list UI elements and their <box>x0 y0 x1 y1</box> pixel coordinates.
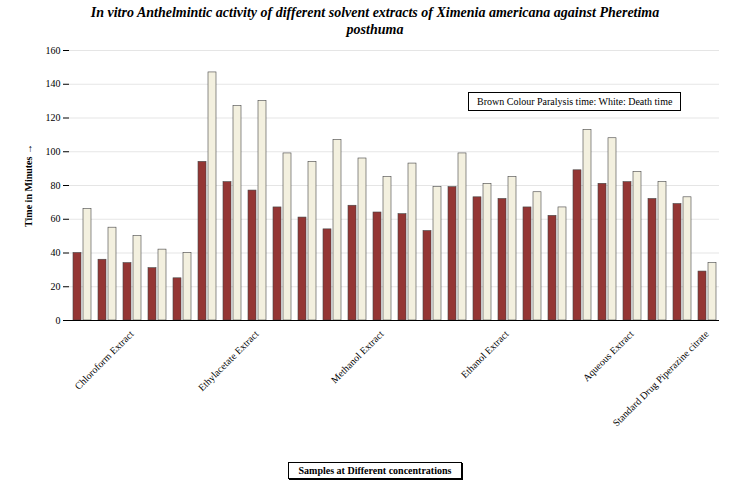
svg-text:80: 80 <box>51 180 61 191</box>
svg-text:60: 60 <box>51 213 61 224</box>
svg-text:Methanol Extract: Methanol Extract <box>329 328 386 385</box>
svg-text:Aqueous Extract: Aqueous Extract <box>581 328 636 383</box>
svg-text:Standard Drug Piperazine citra: Standard Drug Piperazine citrate <box>610 328 711 429</box>
svg-text:140: 140 <box>46 78 61 89</box>
svg-text:100: 100 <box>46 146 61 157</box>
svg-text:40: 40 <box>51 247 61 258</box>
svg-text:Ethanol Extract: Ethanol Extract <box>459 328 511 380</box>
svg-text:20: 20 <box>51 281 61 292</box>
html-text:Brown Colour Paralysis time: W: Brown Colour Paralysis time: White: Deat… <box>477 96 673 107</box>
html-text:Samples at Different concentra: Samples at Different concentrations <box>298 465 452 476</box>
svg-text:160: 160 <box>46 45 61 56</box>
svg-text:Time in Minutes →: Time in Minutes → <box>23 144 34 227</box>
svg-text:Chloroform Extract: Chloroform Extract <box>72 328 136 392</box>
html-text:In vitro Anthelmintic activity: In vitro Anthelmintic activity of differ… <box>90 5 660 37</box>
svg-text:120: 120 <box>46 112 61 123</box>
svg-text:Ethylacetate Extract: Ethylacetate Extract <box>196 328 261 393</box>
svg-text:0: 0 <box>56 315 61 326</box>
